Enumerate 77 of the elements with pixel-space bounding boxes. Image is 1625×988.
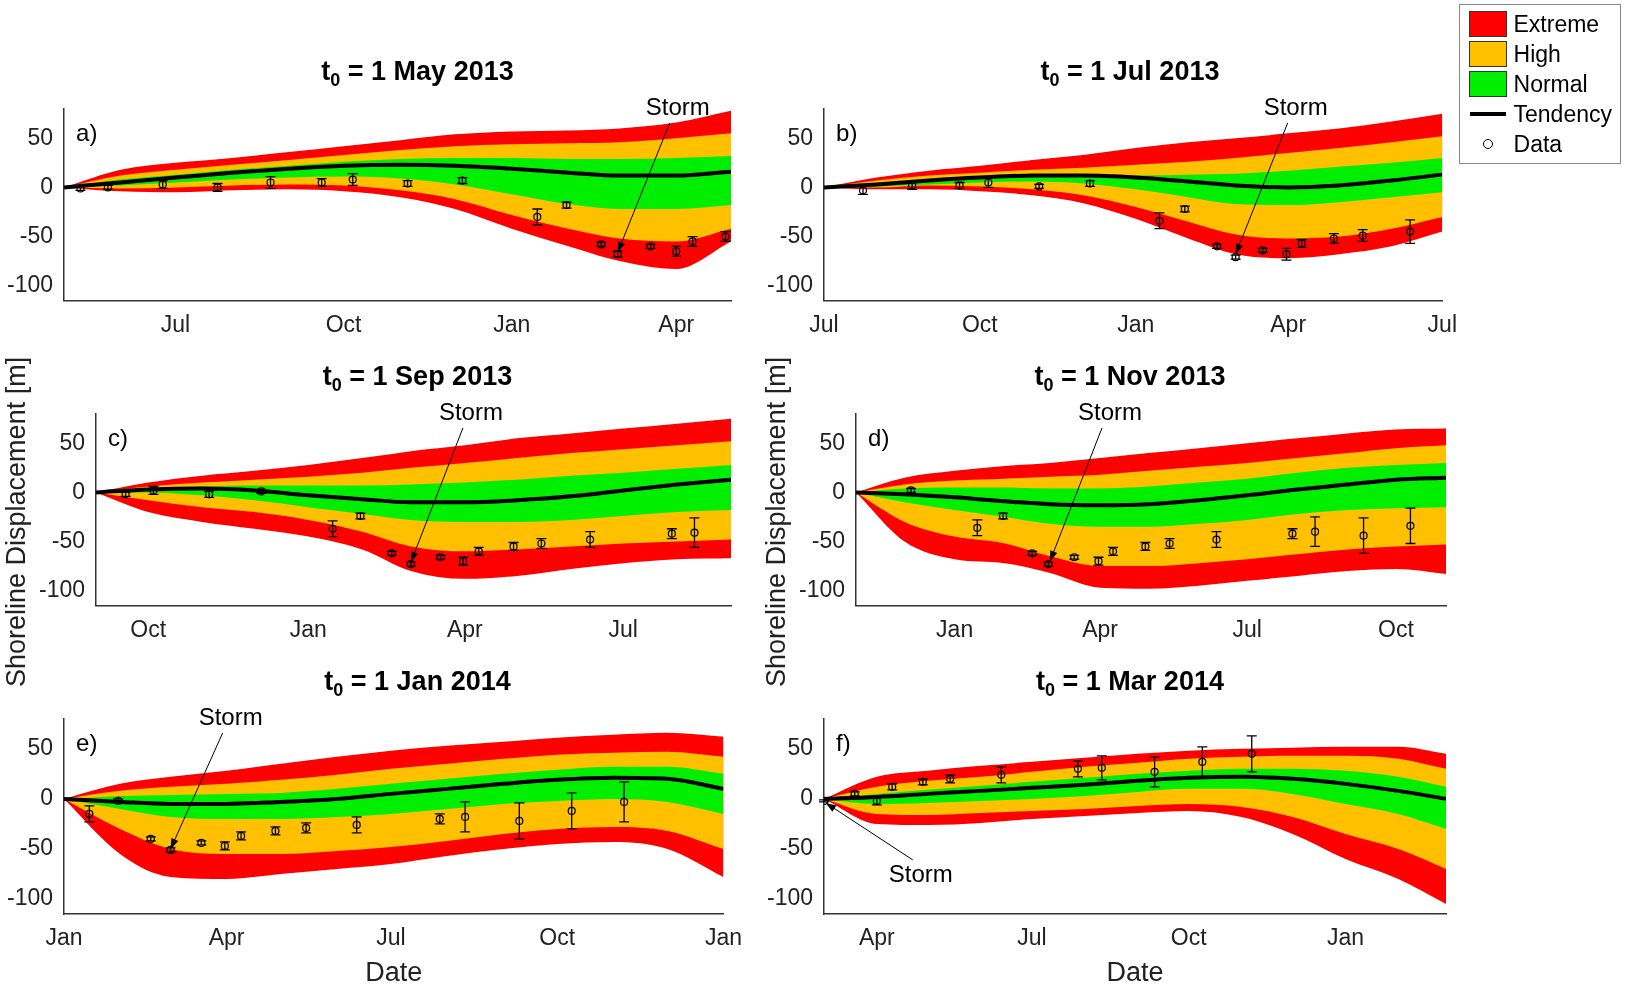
y-tick-label: -100 (766, 884, 814, 911)
y-axis-title: Shoreline Displacement [m] (760, 355, 792, 690)
x-tick-label: Jan (1326, 924, 1365, 951)
annotation: Storm (645, 92, 710, 120)
x-tick-label: Jul (608, 615, 638, 642)
x-tick-label: Jan (45, 924, 83, 951)
y-tick-label: 0 (40, 784, 54, 811)
x-tick-label: Oct (1378, 615, 1415, 642)
y-tick-label: 50 (27, 734, 54, 761)
y-tick-label: 0 (832, 477, 846, 504)
y-tick-label: -50 (51, 526, 86, 553)
x-tick-label: Oct (1170, 924, 1208, 951)
x-tick-label: Jan (493, 310, 531, 337)
y-axis-title: Shoreline Displacement [m] (0, 355, 32, 690)
x-tick-label: Jan (936, 615, 974, 642)
y-tick-label: 0 (40, 172, 54, 199)
x-tick-label: Apr (858, 924, 896, 951)
x-tick-label: Jul (809, 310, 839, 337)
y-tick-label: -50 (19, 221, 54, 248)
x-tick-label: Jul (1017, 924, 1047, 951)
x-tick-label: Jul (376, 924, 406, 951)
x-tick-label: Apr (446, 615, 484, 642)
y-tick-label: -50 (779, 834, 814, 861)
annotation: b) (836, 119, 858, 147)
x-tick-label: Oct (130, 615, 167, 642)
annotation: Storm (1077, 397, 1142, 425)
chart-title: t$_{0}$ = 1 Mar 2014 (1036, 666, 1224, 701)
y-tick-label: -50 (811, 526, 846, 553)
x-tick-label: Apr (658, 310, 695, 337)
annotation: Storm (888, 859, 953, 887)
annotation: c) (108, 424, 129, 452)
legend-label: Tendency (1513, 100, 1612, 128)
x-tick-label: Oct (961, 310, 999, 337)
legend-label: High (1513, 40, 1561, 68)
x-tick-label: Jan (704, 924, 743, 951)
legend-label: Normal (1513, 70, 1588, 98)
y-tick-label: -50 (19, 834, 54, 861)
annotation: e) (76, 729, 98, 757)
x-tick-label: Oct (539, 924, 576, 951)
y-tick-label: 0 (72, 477, 86, 504)
x-tick-label: Jan (289, 615, 327, 642)
annotation: Storm (1263, 92, 1328, 120)
y-tick-label: -100 (38, 576, 86, 603)
y-tick-label: -100 (766, 271, 814, 298)
x-tick-label: Apr (208, 924, 245, 951)
annotation: a) (76, 119, 98, 147)
x-tick-label: Jan (1117, 310, 1155, 337)
y-tick-label: 0 (800, 172, 814, 199)
x-tick-label: Jul (1232, 615, 1262, 642)
y-tick-label: 50 (787, 734, 814, 761)
x-tick-label: Apr (1082, 615, 1119, 642)
y-tick-label: -100 (6, 884, 54, 911)
annotation: Storm (198, 702, 263, 730)
x-axis-title: Date (1106, 957, 1164, 988)
chart-title: t$_{0}$ = 1 Nov 2013 (1034, 361, 1226, 396)
y-tick-label: -50 (779, 221, 814, 248)
chart-title: t$_{0}$ = 1 Sep 2013 (322, 361, 513, 396)
y-tick-label: 50 (819, 428, 846, 455)
y-tick-label: 50 (787, 123, 814, 150)
y-tick-label: -100 (798, 576, 846, 603)
y-tick-label: -100 (6, 271, 54, 298)
y-tick-label: 50 (59, 428, 86, 455)
annotation: Storm (438, 397, 503, 425)
chart-title: t$_{0}$ = 1 Jul 2013 (1039, 55, 1221, 92)
annotation: d) (868, 424, 890, 452)
legend-label: Extreme (1513, 10, 1600, 38)
x-tick-label: Apr (1270, 310, 1307, 337)
y-tick-label: 50 (27, 123, 54, 150)
chart-title: t$_{0}$ = 1 May 2013 (320, 55, 515, 92)
y-tick-label: 0 (800, 784, 814, 811)
x-axis-title: Date (365, 957, 423, 988)
x-tick-label: Jul (160, 310, 191, 337)
annotation: f) (836, 729, 851, 757)
legend-label: Data (1513, 130, 1563, 158)
x-tick-label: Oct (325, 310, 363, 337)
x-tick-label: Jul (1427, 310, 1457, 337)
chart-title: t$_{0}$ = 1 Jan 2014 (324, 666, 511, 701)
